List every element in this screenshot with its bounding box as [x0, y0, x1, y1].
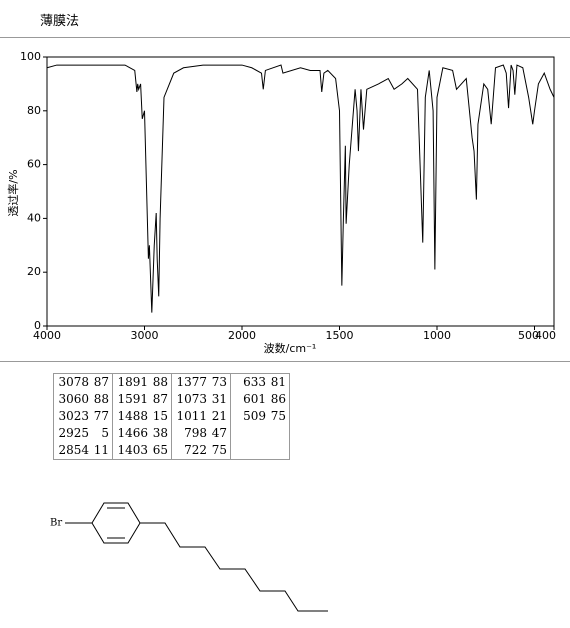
x-tick-label: 1500 — [326, 329, 354, 342]
divider — [0, 37, 570, 38]
wavenumber: 1403 — [117, 443, 148, 457]
table-cell: 3060 88 — [53, 391, 113, 408]
table-cell: 3023 77 — [53, 408, 113, 425]
wavenumber: 1488 — [117, 409, 148, 423]
chart: 波数/cm⁻¹ 透过率/% 0 20 40 60 80 100 4000 3000 2000 15… — [6, 50, 556, 355]
transmittance: 81 — [270, 375, 286, 389]
wavenumber: 1466 — [117, 426, 148, 440]
transmittance: 47 — [211, 426, 227, 440]
x-tick-label: 2000 — [228, 329, 256, 342]
table-cell — [230, 442, 290, 460]
molecule-bonds — [65, 502, 328, 612]
transmittance: 21 — [211, 409, 227, 423]
transmittance: 88 — [152, 375, 168, 389]
transmittance: 87 — [93, 375, 109, 389]
transmittance: 65 — [152, 443, 168, 457]
transmittance: 5 — [101, 426, 109, 440]
table-cell: 1466 38 — [112, 425, 172, 442]
table-cell: 2925 5 — [53, 425, 113, 442]
y-tick-label: 100 — [20, 50, 41, 63]
plot-frame — [46, 56, 555, 327]
y-tick-label: 80 — [27, 104, 41, 117]
x-tick-label: 400 — [535, 329, 556, 342]
y-tick-label: 0 — [34, 319, 41, 332]
transmittance: 75 — [211, 443, 227, 457]
table-cell: 722 75 — [171, 442, 231, 460]
wavenumber: 2854 — [58, 443, 89, 457]
table-row: 2854 11 1403 65 722 75 — [53, 442, 290, 460]
table-row: 3060 88 1591 87 1073 31 601 86 — [53, 391, 290, 408]
wavenumber: 633 — [243, 375, 266, 389]
wavenumber: 3078 — [58, 375, 89, 389]
transmittance: 77 — [93, 409, 109, 423]
y-axis-label: 透过率/% — [6, 169, 20, 216]
wavenumber: 601 — [243, 392, 266, 406]
table-cell: 1377 73 — [171, 373, 231, 391]
x-tick-label: 4000 — [33, 329, 61, 342]
x-tick-label: 3000 — [131, 329, 159, 342]
transmittance: 86 — [270, 392, 286, 406]
x-tick-label: 500 — [518, 329, 539, 342]
transmittance: 11 — [93, 443, 109, 457]
table-cell: 1011 21 — [171, 408, 231, 425]
table-cell: 1591 87 — [112, 391, 172, 408]
wavenumber: 3060 — [58, 392, 89, 406]
wavenumber: 1073 — [176, 392, 207, 406]
table-cell: 1073 31 — [171, 391, 231, 408]
y-tick-label: 40 — [27, 211, 41, 224]
transmittance: 38 — [152, 426, 168, 440]
y-tick-label: 60 — [27, 158, 41, 171]
transmittance: 15 — [152, 409, 168, 423]
table-cell: 601 86 — [230, 391, 290, 408]
x-tick-label: 1000 — [423, 329, 451, 342]
wavenumber: 1377 — [176, 375, 207, 389]
table-cell: 1488 15 — [112, 408, 172, 425]
wavenumber: 509 — [243, 409, 266, 423]
table-row: 2925 5 1466 38 798 47 — [53, 425, 290, 442]
table-cell: 2854 11 — [53, 442, 113, 460]
spectrum-line — [46, 64, 555, 313]
wavenumber: 1891 — [117, 375, 148, 389]
table-cell: 509 75 — [230, 408, 290, 425]
wavenumber: 1011 — [176, 409, 207, 423]
table-row: 3023 77 1488 15 1011 21 509 75 — [53, 408, 290, 425]
wavenumber: 1591 — [117, 392, 148, 406]
wavenumber: 722 — [184, 443, 207, 457]
atom-label: Br — [50, 518, 62, 529]
transmittance: 88 — [93, 392, 109, 406]
table-cell — [230, 425, 290, 442]
transmittance: 87 — [152, 392, 168, 406]
table-cell: 633 81 — [230, 373, 290, 391]
wavenumber: 798 — [184, 426, 207, 440]
table-cell: 3078 87 — [53, 373, 113, 391]
divider — [0, 361, 570, 362]
transmittance: 75 — [270, 409, 286, 423]
method-title: 薄膜法 — [40, 14, 80, 29]
table-row: 3078 87 1891 88 1377 73 633 81 — [53, 373, 290, 391]
table-cell: 798 47 — [171, 425, 231, 442]
x-axis-label: 波数/cm⁻¹ — [264, 342, 317, 355]
structure: Br — [50, 502, 328, 612]
transmittance: 31 — [211, 392, 227, 406]
transmittance: 73 — [211, 375, 227, 389]
table-cell: 1891 88 — [112, 373, 172, 391]
wavenumber: 2925 — [58, 426, 89, 440]
wavenumber: 3023 — [58, 409, 89, 423]
table-cell: 1403 65 — [112, 442, 172, 460]
y-tick-label: 20 — [27, 265, 41, 278]
peak-table: 3078 87 1891 88 1377 73 633 81 3060 88 1591 87 1073 3… — [53, 373, 290, 460]
